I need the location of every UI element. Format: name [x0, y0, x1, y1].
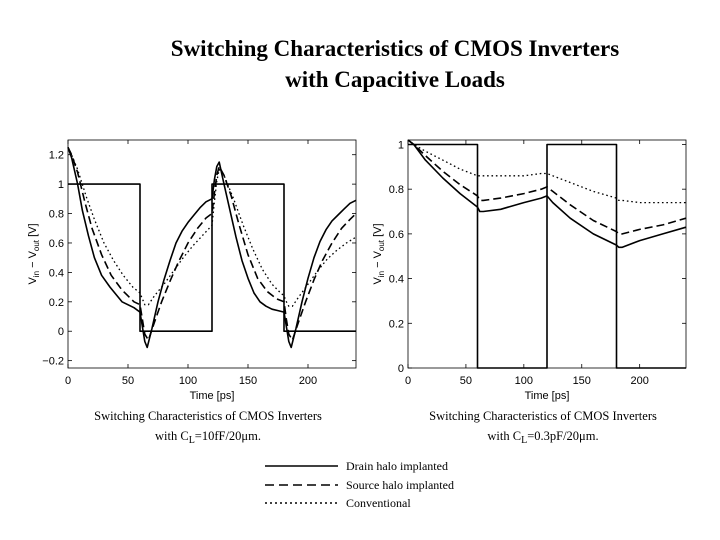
chart-left-series-input: [68, 183, 356, 332]
legend: Drain halo implanted Source halo implant…: [265, 459, 454, 510]
chart-right-ytick-label: 0.8: [389, 184, 404, 196]
chart-right: 0 50 100 150 200 0 0.2 0.4 0.6 0.8 1 Time [ps] Vin −…: [372, 139, 687, 402]
chart-right-xtick-label: 0: [405, 375, 411, 387]
chart-right-ytick-label: 0.4: [389, 274, 404, 286]
chart-left-ytick-label: 0.4: [49, 267, 64, 279]
chart-right-ytick-label: 0: [398, 363, 404, 375]
chart-left-ytick-label: 1.2: [49, 150, 64, 162]
chart-right-ytick-label: 0.6: [389, 229, 404, 241]
chart-right-xlabel: Time [ps]: [525, 390, 570, 402]
chart-left-caption-value: =10fF/20μm.: [195, 429, 261, 443]
captions: Switching Characteristics of CMOS Invert…: [94, 409, 657, 446]
chart-left-ytick-label: 1: [58, 179, 64, 191]
chart-left-xtick-label: 100: [179, 375, 197, 387]
chart-left-xtick-label: 200: [299, 375, 317, 387]
chart-right-xtick-label: 100: [515, 375, 533, 387]
chart-left-ytick-label: 0.2: [49, 297, 64, 309]
chart-right-xtick-label: 200: [630, 375, 648, 387]
chart-left-plot-frame: [67, 139, 357, 369]
legend-conventional-label: Conventional: [346, 496, 411, 510]
chart-right-ytick-label: 0.2: [389, 318, 404, 330]
chart-left-caption-with: with C: [155, 429, 189, 443]
chart-left-ylabel-part: − V: [27, 250, 39, 271]
chart-left-xtick-label: 0: [65, 375, 71, 387]
slide-title: Switching Characteristics of CMOS Invert…: [0, 33, 720, 95]
chart-right-caption-line-1: Switching Characteristics of CMOS Invert…: [429, 409, 657, 423]
slide-title-line-1: Switching Characteristics of CMOS Invert…: [170, 36, 620, 61]
chart-right-series-source-halo-implanted: [407, 139, 687, 235]
chart-right-caption-value: =0.3pF/20μm.: [527, 429, 598, 443]
chart-left-ylabel: Vin − Vout [V]: [27, 223, 41, 284]
chart-right-series-drain-halo-implanted: [407, 139, 687, 249]
chart-left-xtick-label: 150: [239, 375, 257, 387]
legend-source-label: Source halo implanted: [346, 478, 454, 492]
chart-right-ylabel-part: V: [372, 277, 384, 285]
chart-right-xtick-label: 50: [460, 375, 472, 387]
chart-right-ylabel-part: [V]: [372, 223, 384, 240]
chart-left-caption-line-2: with CL=10fF/20μm.: [155, 429, 261, 446]
chart-left-ytick-label: 0: [58, 326, 64, 338]
chart-right-ylabel-part: − V: [372, 250, 384, 271]
chart-right-ylabel-part: in: [377, 271, 386, 277]
chart-left-caption-sub: L: [189, 435, 195, 446]
chart-right-ylabel-part: out: [377, 239, 386, 251]
chart-left-ytick-label: 0.6: [49, 238, 64, 250]
legend-drain-label: Drain halo implanted: [346, 459, 448, 473]
chart-right-ytick-label: 1: [398, 139, 404, 151]
chart-left-series-source-halo-implanted: [67, 147, 357, 341]
chart-right-series-conventional: [407, 139, 686, 204]
slide-title-line-2: with Capacitive Loads: [285, 67, 505, 92]
chart-right-series-input: [408, 143, 686, 369]
chart-left-ytick-label: −0.2: [42, 356, 64, 368]
chart-left-ylabel-part: [V]: [27, 223, 39, 240]
chart-right-caption-sub: L: [521, 435, 527, 446]
chart-left-ylabel-part: in: [32, 271, 41, 277]
chart-left-series-drain-halo-implanted: [67, 147, 357, 349]
chart-left-caption-line-1: Switching Characteristics of CMOS Invert…: [94, 409, 322, 423]
chart-left-xtick-label: 50: [122, 375, 134, 387]
chart-right-ylabel: Vin − Vout [V]: [372, 223, 386, 284]
chart-left-ylabel-part: out: [32, 239, 41, 251]
chart-left-xlabel: Time [ps]: [190, 390, 235, 402]
chart-right-caption-with: with C: [487, 429, 521, 443]
chart-right-caption-line-2: with CL=0.3pF/20μm.: [487, 429, 598, 446]
chart-left-ylabel-part: V: [27, 277, 39, 285]
chart-right-xtick-label: 150: [573, 375, 591, 387]
chart-left-ytick-label: 0.8: [49, 209, 64, 221]
